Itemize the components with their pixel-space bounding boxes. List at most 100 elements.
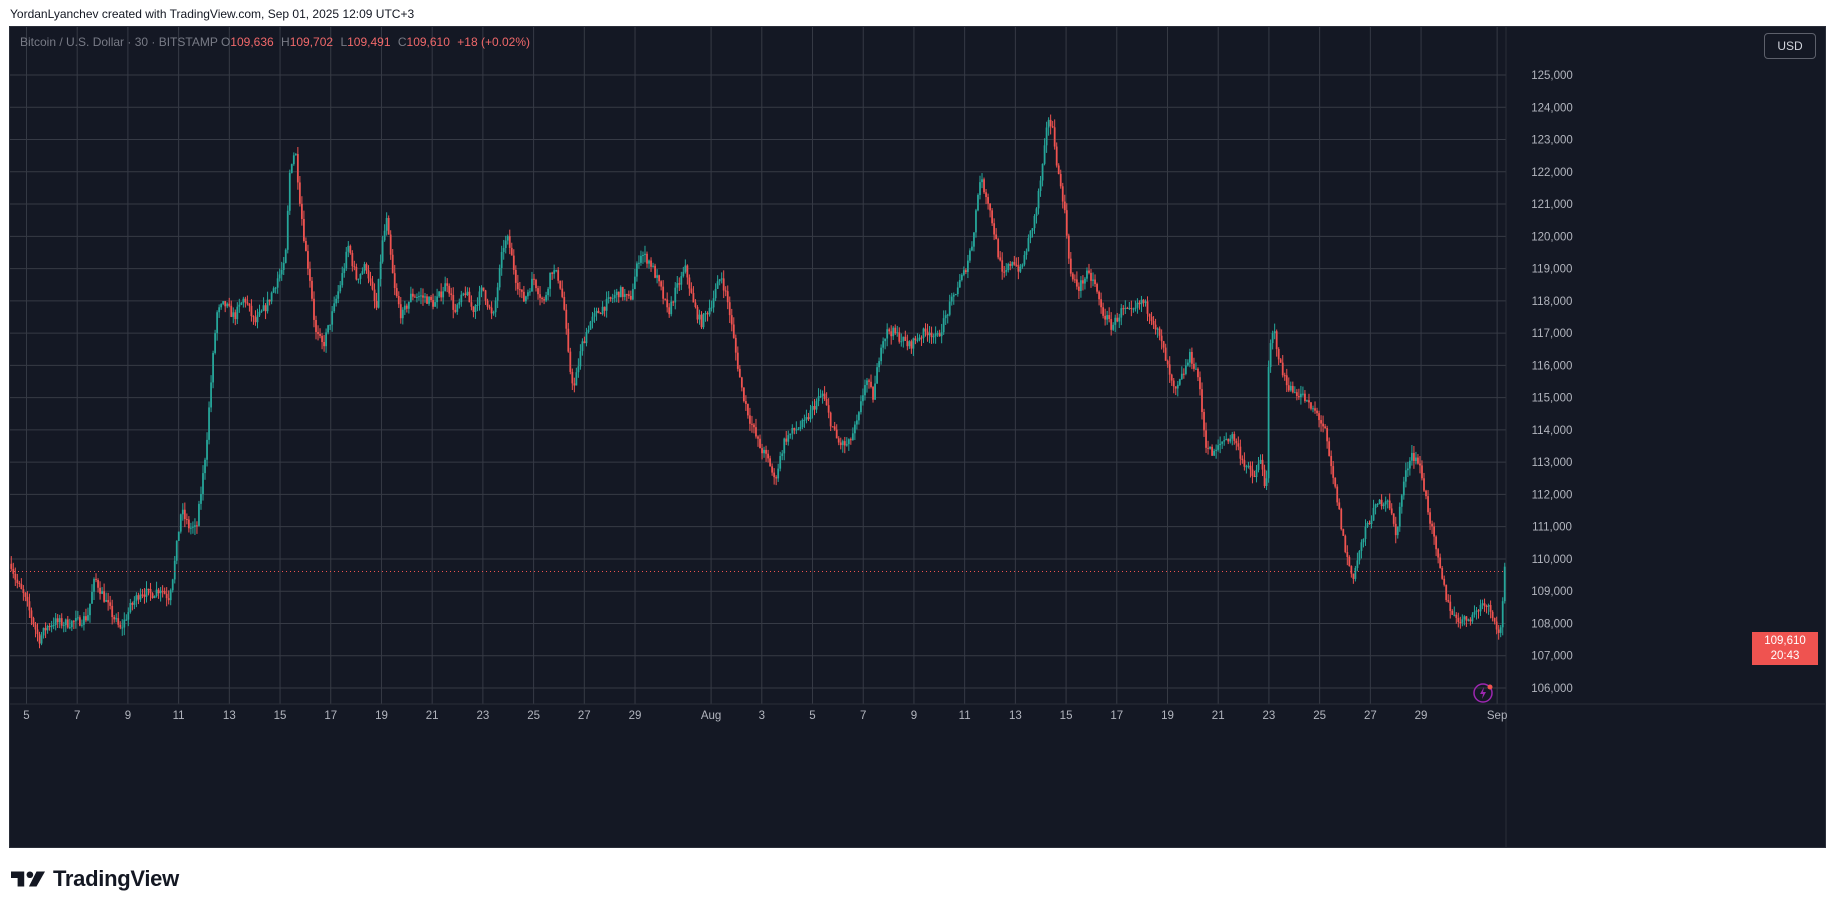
candle-up: [329, 324, 332, 326]
candle-down: [1096, 284, 1098, 292]
candle-down: [1310, 402, 1312, 409]
candle-up: [1259, 459, 1262, 464]
lightning-icon[interactable]: [1473, 683, 1493, 703]
candle-down: [488, 306, 491, 308]
candle-down: [769, 458, 772, 467]
candle-up: [1461, 619, 1464, 623]
candle-down: [367, 270, 370, 279]
tradingview-logo[interactable]: TradingView: [11, 866, 179, 892]
candle-down: [999, 257, 1002, 261]
candle-up: [1118, 317, 1121, 322]
candle-up: [127, 612, 130, 620]
candle-up: [674, 287, 677, 303]
candle-down: [1451, 610, 1454, 615]
candle-down: [440, 291, 443, 298]
candle-down: [646, 253, 648, 264]
candle-up: [670, 301, 673, 315]
candle-down: [930, 332, 933, 338]
candle-up: [494, 300, 497, 313]
candle-down: [1304, 393, 1306, 402]
candle-up: [438, 291, 441, 297]
candle-up: [474, 305, 477, 312]
candle-down: [603, 306, 606, 311]
candle-down: [353, 266, 356, 268]
candle-up: [1360, 542, 1363, 552]
candle-down: [1489, 605, 1492, 612]
candle-down: [561, 288, 564, 297]
candle-up: [1213, 450, 1216, 456]
candle-up: [878, 361, 880, 368]
candle-down: [849, 439, 852, 441]
x-tick-label: 19: [375, 710, 388, 722]
candle-down: [1237, 443, 1240, 447]
candle-down: [411, 293, 414, 297]
candle-down: [165, 593, 168, 599]
candle-up: [115, 618, 118, 620]
candle-up: [591, 316, 594, 322]
candle-down: [149, 588, 152, 594]
candle-down: [753, 424, 755, 428]
candle-down: [432, 300, 434, 307]
x-tick-label: 27: [1364, 710, 1377, 722]
candle-up: [1209, 446, 1211, 449]
candle-down: [1130, 307, 1133, 309]
candle-down: [48, 626, 51, 628]
candle-down: [569, 351, 572, 372]
candle-up: [805, 417, 808, 420]
candle-up: [708, 307, 711, 315]
candle-down: [668, 307, 671, 315]
candle-up: [928, 332, 931, 336]
candle-up: [238, 304, 241, 307]
candle-down: [1263, 469, 1266, 486]
candle-up: [177, 531, 180, 541]
candle-down: [1483, 603, 1486, 607]
candle-up: [345, 251, 348, 269]
candle-up: [210, 382, 212, 408]
candle-up: [220, 304, 223, 308]
chart-pane[interactable]: 106,000 107,000 108,000 109,000 110,000 111,0…: [9, 26, 1826, 848]
x-tick-label: 17: [324, 710, 337, 722]
candle-down: [1477, 610, 1480, 612]
candle-up: [175, 540, 178, 561]
candle-up: [954, 294, 957, 296]
candle-up: [908, 341, 911, 347]
candle-up: [1156, 328, 1159, 330]
candle-down: [938, 333, 941, 337]
candle-down: [450, 293, 453, 296]
candle-up: [325, 332, 328, 347]
candle-up: [1180, 373, 1183, 380]
candle-up: [1132, 308, 1135, 310]
candle-up: [545, 295, 547, 301]
candle-up: [821, 393, 824, 397]
candle-up: [1398, 506, 1401, 527]
candle-up: [1471, 614, 1474, 622]
candle-down: [248, 303, 251, 306]
candle-up: [83, 616, 85, 625]
candle-down: [1439, 557, 1442, 568]
candle-down: [559, 280, 562, 289]
candle-down: [85, 616, 87, 621]
close-label: C: [397, 35, 407, 49]
candle-up: [1039, 180, 1042, 191]
candle-up: [1255, 469, 1258, 478]
candle-up: [335, 298, 338, 304]
candle-up: [383, 230, 386, 241]
candle-down: [1094, 279, 1096, 285]
tradingview-logo-icon: [11, 871, 45, 887]
candle-down: [303, 218, 305, 241]
candle-down: [246, 302, 249, 304]
currency-button[interactable]: USD: [1764, 33, 1816, 59]
candle-down: [14, 573, 17, 580]
candle-down: [904, 336, 907, 341]
candle-down: [694, 302, 697, 307]
candle-down: [355, 266, 358, 280]
candle-up: [276, 278, 279, 288]
candle-down: [1390, 508, 1393, 514]
y-tick-label: 108,000: [1531, 618, 1573, 630]
candle-down: [738, 368, 741, 378]
candlestick-chart[interactable]: 106,000 107,000 108,000 109,000 110,000 111,0…: [10, 27, 1825, 847]
candle-up: [337, 291, 340, 299]
candle-up: [1293, 392, 1296, 394]
candle-down: [599, 313, 602, 315]
candle-down: [113, 617, 116, 620]
